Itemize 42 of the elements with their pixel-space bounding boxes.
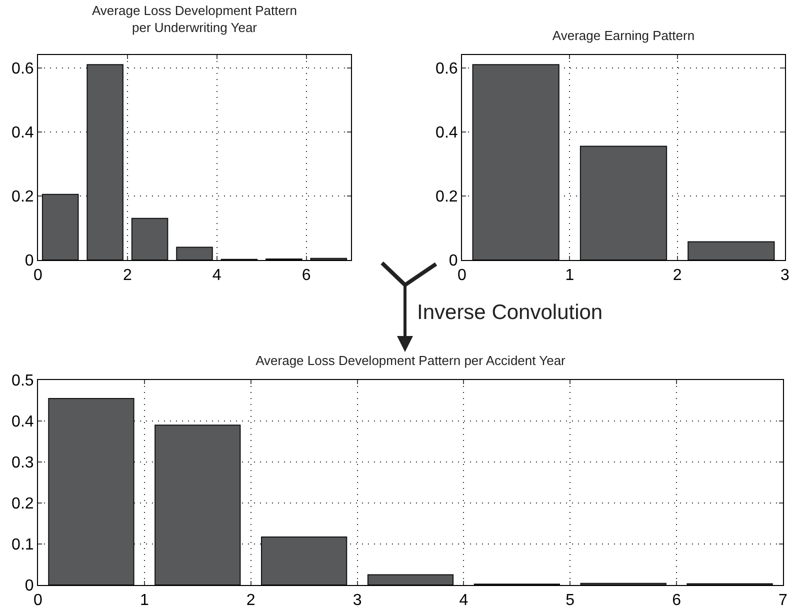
bar bbox=[131, 218, 168, 260]
x-tick-label: 5 bbox=[566, 592, 575, 610]
y-tick-label: 0 bbox=[448, 252, 458, 270]
x-tick-label: 2 bbox=[246, 592, 256, 610]
x-tick-label: 3 bbox=[780, 267, 790, 284]
y-tick-label: 0 bbox=[24, 252, 34, 270]
bar bbox=[367, 574, 454, 585]
bar bbox=[472, 64, 560, 260]
y-tick-label: 0.2 bbox=[436, 188, 458, 206]
x-tick-label: 7 bbox=[778, 592, 788, 610]
y-tick-label: 0.1 bbox=[12, 536, 34, 554]
x-tick-label: 4 bbox=[459, 592, 468, 610]
x-tick-label: 2 bbox=[122, 267, 132, 284]
y-tick-label: 0.3 bbox=[12, 454, 34, 472]
text: Inverse Convolution bbox=[417, 301, 603, 324]
bar bbox=[48, 398, 134, 585]
y-tick-label: 0.4 bbox=[436, 124, 458, 142]
y-tick-label: 0.5 bbox=[12, 372, 34, 390]
bar bbox=[86, 64, 124, 260]
bar bbox=[261, 536, 348, 585]
y-tick-label: 0.2 bbox=[12, 188, 34, 206]
y-tick-label: 0.6 bbox=[12, 60, 34, 78]
x-tick-label: 3 bbox=[352, 592, 362, 610]
y-tick-label: 0.2 bbox=[12, 496, 34, 513]
x-tick-label: 6 bbox=[302, 267, 311, 284]
chart-title: Average Loss Development Pattern per Underwriting Year bbox=[92, 3, 297, 35]
bar bbox=[580, 146, 668, 260]
bar bbox=[688, 241, 775, 260]
y-tick-label: 0.4 bbox=[12, 124, 34, 142]
y-tick-label: 0 bbox=[24, 578, 34, 595]
bar bbox=[42, 194, 79, 260]
bar bbox=[176, 246, 213, 260]
bar bbox=[154, 424, 241, 585]
x-tick-label: 1 bbox=[565, 267, 574, 284]
y-tick-label: 0.4 bbox=[12, 414, 34, 431]
chart-title: Average Earning Pattern bbox=[552, 28, 695, 44]
x-tick-label: 1 bbox=[140, 592, 149, 610]
y-tick-label: 0.6 bbox=[436, 60, 458, 78]
x-tick-label: 2 bbox=[672, 267, 682, 284]
x-tick-label: 6 bbox=[672, 592, 682, 610]
x-tick-label: 4 bbox=[212, 267, 222, 284]
chart-title: Average Loss Development Pattern per Accident Year bbox=[256, 353, 566, 368]
